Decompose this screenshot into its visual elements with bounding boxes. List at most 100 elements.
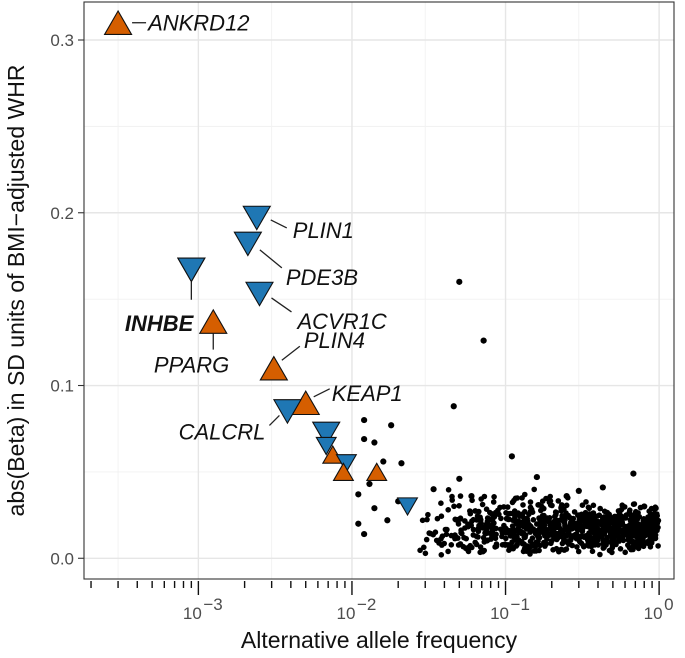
variant-point — [579, 526, 586, 532]
variant-point — [586, 530, 592, 536]
variant-point — [536, 547, 542, 554]
variant-point — [468, 492, 475, 500]
variant-point — [641, 524, 648, 531]
variant-point — [452, 516, 459, 523]
variant-point — [460, 543, 467, 550]
variant-point — [579, 502, 586, 509]
variant-point — [623, 524, 630, 530]
variant-point — [563, 492, 570, 500]
x-tick-exponent: −3 — [203, 595, 222, 614]
variant-point — [366, 480, 373, 488]
inhbe-down-triangle-marker — [176, 257, 206, 283]
variant-point — [519, 519, 525, 526]
x-tick-exponent: −2 — [357, 595, 376, 614]
variant-point — [615, 508, 622, 514]
variant-point — [563, 502, 570, 509]
x-tick-base: 10 — [336, 604, 355, 623]
variant-point — [445, 548, 451, 555]
x-tick-label: 10 0 — [644, 595, 674, 623]
variant-point — [641, 539, 647, 546]
variant-point — [614, 514, 621, 521]
variant-point — [628, 546, 634, 553]
variant-point — [492, 544, 498, 550]
variant-point — [380, 458, 387, 465]
x-tick-exponent: −1 — [511, 595, 530, 614]
variant-point — [426, 530, 433, 536]
highlighted-variants — [103, 9, 419, 517]
variant-point — [484, 515, 491, 521]
variant-point — [537, 517, 543, 523]
variant-point — [457, 493, 464, 499]
variant-point — [632, 520, 639, 527]
variant-point — [422, 550, 429, 557]
variant-point — [361, 435, 368, 443]
variant-point — [524, 518, 531, 525]
variant-point — [655, 517, 662, 524]
ankrd12-label: ANKRD12 — [146, 11, 249, 36]
variant-point — [461, 534, 467, 541]
variant-point — [388, 422, 395, 429]
variant-point — [588, 540, 594, 546]
variant-point — [650, 529, 656, 536]
variant-point — [604, 509, 611, 516]
variant-point — [479, 501, 486, 508]
variant-point — [444, 526, 450, 533]
variant-point — [477, 544, 484, 550]
variant-point — [371, 439, 378, 446]
variant-point — [512, 537, 518, 543]
variant-point — [441, 540, 448, 547]
variant-point — [519, 495, 525, 501]
variant-point — [549, 538, 555, 544]
variant-point — [456, 475, 463, 482]
variant-point — [592, 521, 599, 527]
variant-point — [554, 532, 560, 539]
variant-point — [577, 520, 583, 526]
keap1-label: KEAP1 — [332, 381, 403, 406]
variant-point — [555, 498, 562, 504]
pde3b-leader-line — [259, 249, 283, 269]
variant-point — [601, 514, 608, 520]
variant-point — [371, 505, 378, 512]
variant-point — [650, 523, 656, 529]
plin1-down-triangle-marker — [242, 205, 272, 231]
variant-point — [614, 529, 621, 535]
variant-point — [558, 508, 564, 514]
variant-point — [490, 499, 497, 505]
variant-point — [565, 529, 572, 535]
variant-point — [503, 510, 509, 516]
variant-point — [603, 518, 610, 524]
variant-point — [647, 514, 654, 520]
variant-point — [581, 534, 587, 540]
variant-point — [567, 515, 573, 521]
variant-point — [448, 532, 455, 539]
variant-point — [599, 484, 606, 491]
variant-point — [445, 487, 452, 493]
variant-point — [641, 503, 648, 510]
variant-point — [505, 516, 511, 522]
variant-point — [470, 516, 477, 523]
variant-point — [574, 544, 580, 550]
variant-point — [538, 507, 544, 514]
variant-point — [481, 539, 488, 545]
variant-point — [622, 549, 628, 556]
variant-point — [541, 527, 548, 534]
pparg-label: PPARG — [154, 353, 229, 378]
variant-point — [439, 533, 446, 539]
variant-point — [575, 487, 582, 494]
variant-point — [595, 530, 602, 536]
variant-point — [488, 525, 495, 531]
variant-point — [419, 517, 426, 524]
variant-point — [606, 547, 613, 554]
variant-point — [531, 486, 537, 493]
variant-point — [533, 473, 540, 481]
variant-point — [560, 518, 567, 525]
pparg-up-triangle-marker — [198, 308, 228, 334]
variant-point — [613, 519, 619, 526]
variant-point — [456, 278, 463, 285]
x-axis-title: Alternative allele frequency — [241, 627, 518, 653]
x-tick-base: 10 — [490, 604, 509, 623]
variant-point — [491, 494, 497, 500]
variant-point — [616, 536, 623, 543]
variant-point — [535, 538, 541, 545]
up-triangle-marker — [365, 462, 388, 482]
